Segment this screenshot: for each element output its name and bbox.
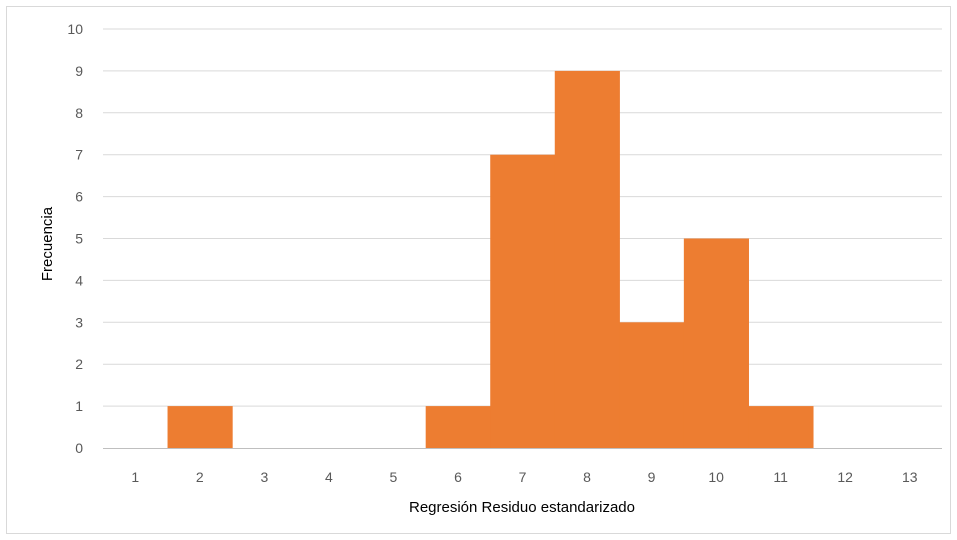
bar-6 <box>426 406 491 448</box>
y-axis-title: Frecuencia <box>39 206 56 281</box>
x-tick-label: 11 <box>773 469 788 485</box>
x-tick-labels: 1 2 3 4 5 6 7 8 9 10 11 12 13 <box>131 469 917 485</box>
x-tick-label: 4 <box>325 469 333 485</box>
y-tick-label: 10 <box>67 21 83 37</box>
x-tick-label: 13 <box>902 469 918 485</box>
bar-8 <box>555 71 620 448</box>
x-tick-label: 2 <box>196 469 204 485</box>
bar-7 <box>490 155 555 448</box>
y-tick-label: 3 <box>75 314 83 330</box>
y-tick-label: 6 <box>75 189 83 205</box>
x-tick-label: 10 <box>708 469 724 485</box>
y-tick-label: 7 <box>75 147 83 163</box>
y-tick-label: 1 <box>75 398 83 414</box>
y-tick-label: 4 <box>75 272 83 288</box>
y-tick-label: 8 <box>75 105 83 121</box>
bars <box>168 71 814 448</box>
x-tick-label: 5 <box>390 469 398 485</box>
x-tick-label: 7 <box>519 469 527 485</box>
y-tick-label: 2 <box>75 356 83 372</box>
x-axis-title: Regresión Residuo estandarizado <box>409 499 635 516</box>
bar-11 <box>748 406 813 448</box>
y-tick-label: 5 <box>75 231 83 247</box>
bar-9 <box>619 322 684 448</box>
bar-2 <box>168 406 233 448</box>
x-tick-label: 3 <box>260 469 268 485</box>
y-tick-labels: 0 1 2 3 4 5 6 7 8 9 10 <box>67 21 83 456</box>
y-tick-label: 0 <box>75 440 83 456</box>
x-tick-label: 8 <box>583 469 591 485</box>
x-tick-label: 9 <box>648 469 656 485</box>
x-tick-label: 1 <box>131 469 139 485</box>
bar-10 <box>684 239 749 449</box>
y-tick-label: 9 <box>75 63 83 79</box>
x-tick-label: 12 <box>837 469 853 485</box>
x-tick-label: 6 <box>454 469 462 485</box>
